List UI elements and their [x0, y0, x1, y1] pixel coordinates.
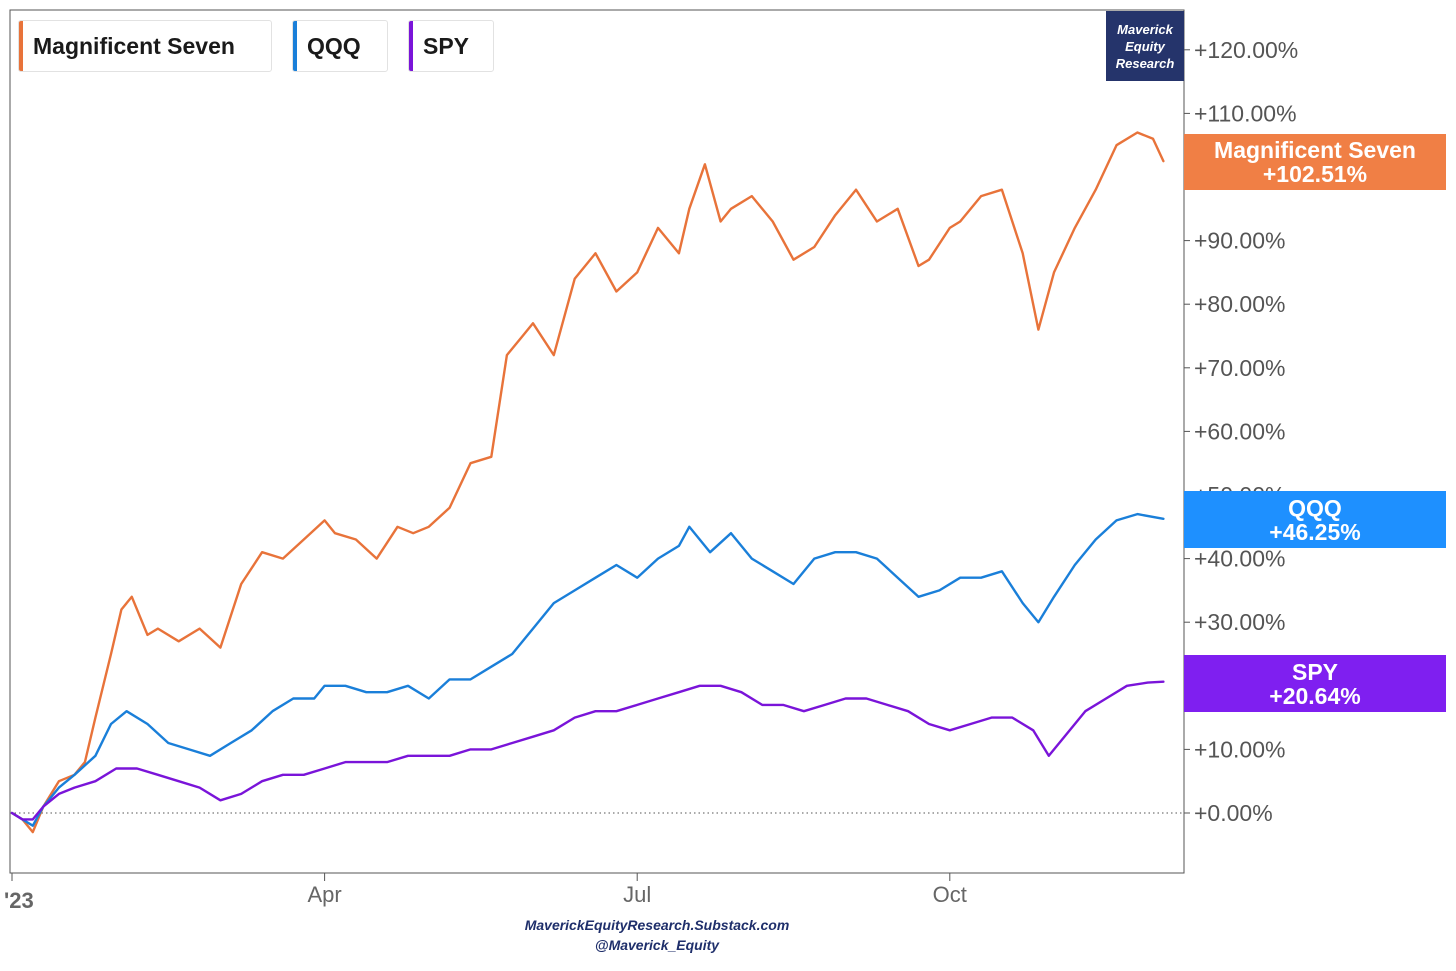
- x-tick-label: Apr: [307, 882, 341, 907]
- footer-website: MaverickEquityResearch.Substack.com: [524, 917, 790, 933]
- maverick-logo: Maverick Equity Research: [1106, 11, 1184, 81]
- flag-value-spy: +20.64%: [1269, 682, 1361, 709]
- series-lines: [10, 131, 1165, 834]
- flag-value-qqq: +46.25%: [1269, 518, 1361, 545]
- legend-swatch-spy: [409, 21, 413, 71]
- series-line-spy: [10, 680, 1165, 821]
- legend-item-qqq[interactable]: QQQ: [292, 20, 388, 72]
- flag-name-spy: SPY: [1291, 658, 1339, 685]
- legend-swatch-qqq: [293, 21, 297, 71]
- legend-label-qqq: QQQ: [307, 32, 361, 59]
- logo-line-2: Equity: [1125, 38, 1165, 54]
- footer-handle: @Maverick_Equity: [594, 937, 720, 953]
- legend-item-magnificent-seven[interactable]: Magnificent Seven: [18, 20, 272, 72]
- legend-label-spy: SPY: [423, 32, 470, 59]
- y-tick-label: +80.00%: [1194, 291, 1285, 317]
- x-axis: '23 Apr Jul Oct: [4, 873, 967, 913]
- plot-border: [9, 9, 1185, 874]
- plot-frame: [9, 9, 1185, 874]
- y-tick-label: +30.00%: [1194, 609, 1285, 635]
- series-line-qqq: [10, 512, 1165, 827]
- y-tick-label: +40.00%: [1194, 546, 1285, 572]
- legend-label-magnificent-seven: Magnificent Seven: [33, 32, 235, 59]
- flag-name-magnificent-seven: Magnificent Seven: [1214, 137, 1416, 163]
- logo-line-3: Research: [1115, 55, 1175, 71]
- y-tick-label: +90.00%: [1194, 228, 1285, 254]
- logo-line-1: Maverick: [1117, 21, 1173, 37]
- legend-item-spy[interactable]: SPY: [408, 20, 494, 72]
- y-tick-label: +70.00%: [1194, 355, 1285, 381]
- flag-value-magnificent-seven: +102.51%: [1262, 161, 1368, 187]
- series-line-magnificent-seven: [10, 131, 1165, 834]
- flag-spy: SPY +20.64%: [1184, 655, 1446, 712]
- y-tick-label: +110.00%: [1194, 100, 1297, 126]
- y-tick-label: +0.00%: [1194, 800, 1273, 826]
- x-tick-label: Jul: [623, 882, 651, 907]
- y-tick-label: +60.00%: [1194, 418, 1285, 444]
- x-tick-label: '23: [4, 888, 34, 913]
- y-tick-label: +120.00%: [1194, 37, 1298, 63]
- legend-swatch-magnificent-seven: [19, 21, 23, 71]
- y-tick-label: +10.00%: [1194, 736, 1285, 762]
- x-tick-label: Oct: [933, 882, 967, 907]
- flag-magnificent-seven: Magnificent Seven +102.51%: [1184, 134, 1446, 190]
- flag-qqq: QQQ +46.25%: [1184, 491, 1446, 548]
- flag-name-qqq: QQQ: [1288, 494, 1342, 521]
